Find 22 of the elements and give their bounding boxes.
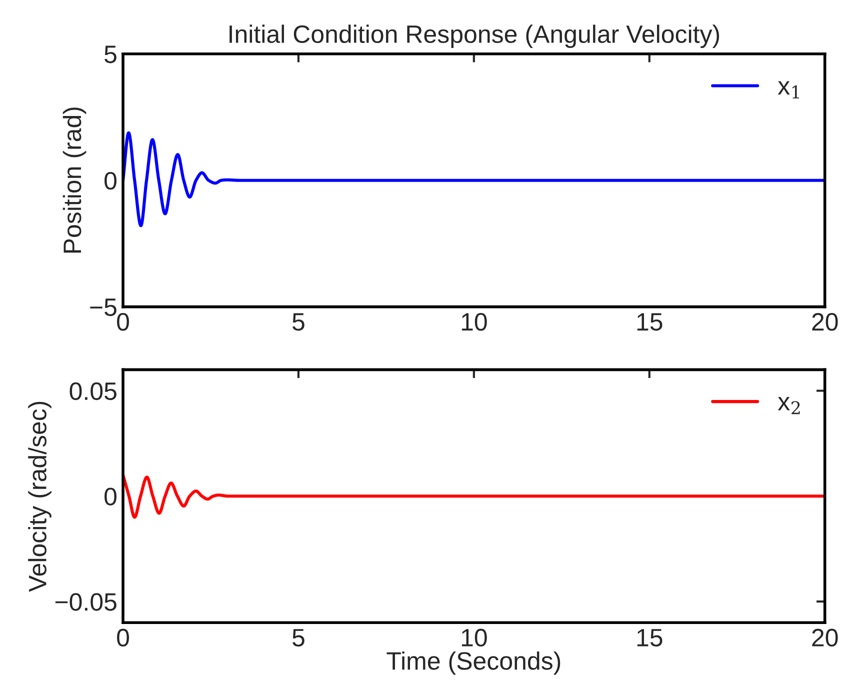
- y-axis-title: Velocity (rad/sec): [28, 402, 52, 592]
- y-tick-label: 0: [104, 172, 116, 190]
- x-axis-title: Time (Seconds): [386, 651, 560, 675]
- y-tick-label: −0.05: [55, 593, 116, 611]
- y-tick-label: −5: [90, 298, 116, 316]
- x-tick-label: 15: [637, 313, 662, 331]
- y-tick-label: 0: [104, 488, 116, 506]
- x-tick-label: 10: [462, 313, 487, 331]
- x-tick-label: 20: [812, 313, 838, 331]
- x-tick-label: 20: [812, 628, 838, 647]
- y-axis-title: Position (rad): [62, 108, 86, 253]
- x-tick-label: 0: [117, 628, 129, 647]
- x-tick-label: 5: [292, 313, 304, 331]
- x-tick-label: 10: [462, 628, 487, 647]
- legend-label: x$_{2}$: [778, 397, 800, 414]
- x-tick-label: 5: [292, 629, 304, 647]
- chart-title: Initial Condition Response (Angular Velocity): [230, 24, 720, 48]
- x-tick-label: 0: [117, 313, 129, 331]
- legend-label: x$_{1}$: [778, 81, 799, 98]
- y-tick-label: 0.05: [70, 382, 116, 400]
- y-tick-label: 5: [104, 46, 116, 64]
- x-tick-label: 15: [637, 629, 662, 647]
